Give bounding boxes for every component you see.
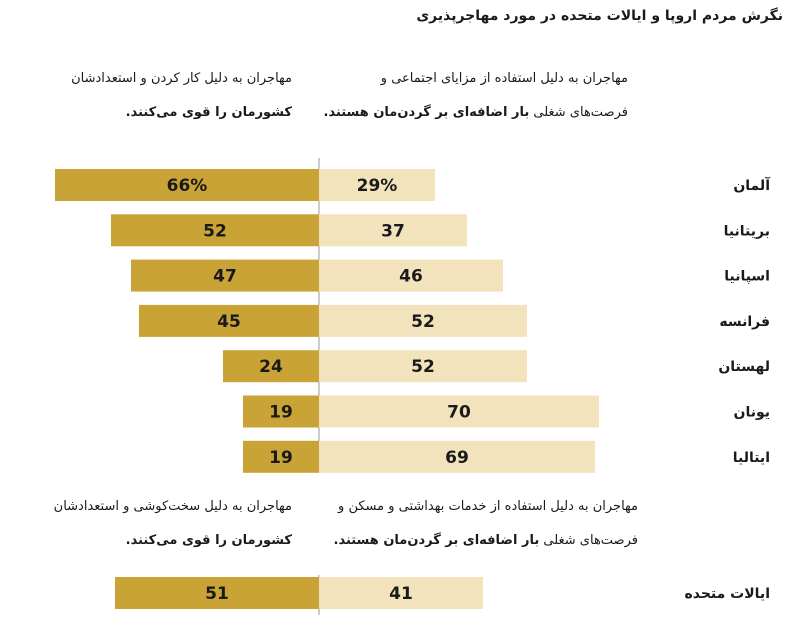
header-bold: کشورمان را قوی می‌کنند. (125, 105, 292, 120)
bar-strengthen (243, 395, 319, 428)
value-label-strengthen-us: 51 (205, 584, 229, 604)
us-header-strengthen: مهاجران به دلیل سخت‌کوشی و استعدادشان کش… (22, 490, 292, 558)
category-label: یونان (734, 405, 771, 421)
category-label: اسپانیا (724, 269, 770, 285)
bar-burden (319, 304, 527, 337)
value-label-burden: 37 (381, 221, 405, 241)
category-label-us: ایالات متحده (684, 586, 770, 602)
us-header-burden: مهاجران به دلیل استفاده از خدمات بهداشتی… (318, 490, 639, 558)
bar-strengthen-us (115, 577, 319, 609)
bar-burden (319, 169, 435, 201)
category-label: لهستان (718, 359, 770, 375)
header-plain: فرصت‌های شغلی (539, 533, 638, 548)
value-label-strengthen: 19 (269, 448, 293, 468)
bar-strengthen (55, 169, 319, 201)
chart-title: نگرش مردم اروپا و ایالات متحده در مورد م… (416, 8, 783, 24)
bar-strengthen (131, 259, 319, 292)
value-label-burden: 69 (445, 448, 469, 468)
header-bold: کشورمان را قوی می‌کنند. (125, 533, 292, 548)
header-bold: بار اضافه‌ای بر گردن‌مان هستند. (333, 533, 540, 548)
category-label: ایتالیا (733, 450, 770, 466)
europe-header-burden: مهاجران به دلیل استفاده از مزایای اجتماع… (318, 62, 629, 130)
value-label-burden: 70 (447, 403, 471, 423)
header-line: مهاجران به دلیل استفاده از مزایای اجتماع… (380, 71, 628, 86)
bar-strengthen (223, 350, 319, 383)
value-label-strengthen: 45 (217, 312, 241, 332)
category-label: آلمان (733, 176, 771, 194)
bar-burden (319, 440, 595, 473)
value-label-burden: 29% (357, 176, 398, 196)
value-label-burden-us: 41 (389, 584, 413, 604)
category-label: بریتانیا (724, 223, 770, 239)
value-label-strengthen: 66% (167, 176, 208, 196)
header-line: مهاجران به دلیل استفاده از خدمات بهداشتی… (338, 499, 638, 514)
bar-strengthen (139, 304, 319, 337)
bar-burden (319, 259, 503, 292)
europe-header-strengthen: مهاجران به دلیل کار کردن و استعدادشان کش… (22, 62, 292, 130)
bar-strengthen (111, 214, 319, 247)
header-plain: فرصت‌های شغلی (529, 105, 628, 120)
header-bold: بار اضافه‌ای بر گردن‌مان هستند. (323, 105, 530, 120)
bar-burden (319, 350, 527, 383)
header-line: مهاجران به دلیل سخت‌کوشی و استعدادشان (53, 499, 292, 514)
value-label-burden: 52 (411, 312, 435, 332)
bar-strengthen (243, 440, 319, 473)
value-label-strengthen: 52 (203, 221, 227, 241)
bar-burden (319, 395, 599, 428)
value-label-strengthen: 24 (259, 357, 283, 377)
value-label-burden: 46 (399, 267, 423, 287)
value-label-strengthen: 19 (269, 403, 293, 423)
header-line: مهاجران به دلیل کار کردن و استعدادشان (71, 71, 292, 86)
bar-burden (319, 214, 467, 247)
value-label-burden: 52 (411, 357, 435, 377)
value-label-strengthen: 47 (213, 267, 237, 287)
bar-burden-us (319, 577, 483, 609)
category-label: فرانسه (719, 314, 770, 330)
